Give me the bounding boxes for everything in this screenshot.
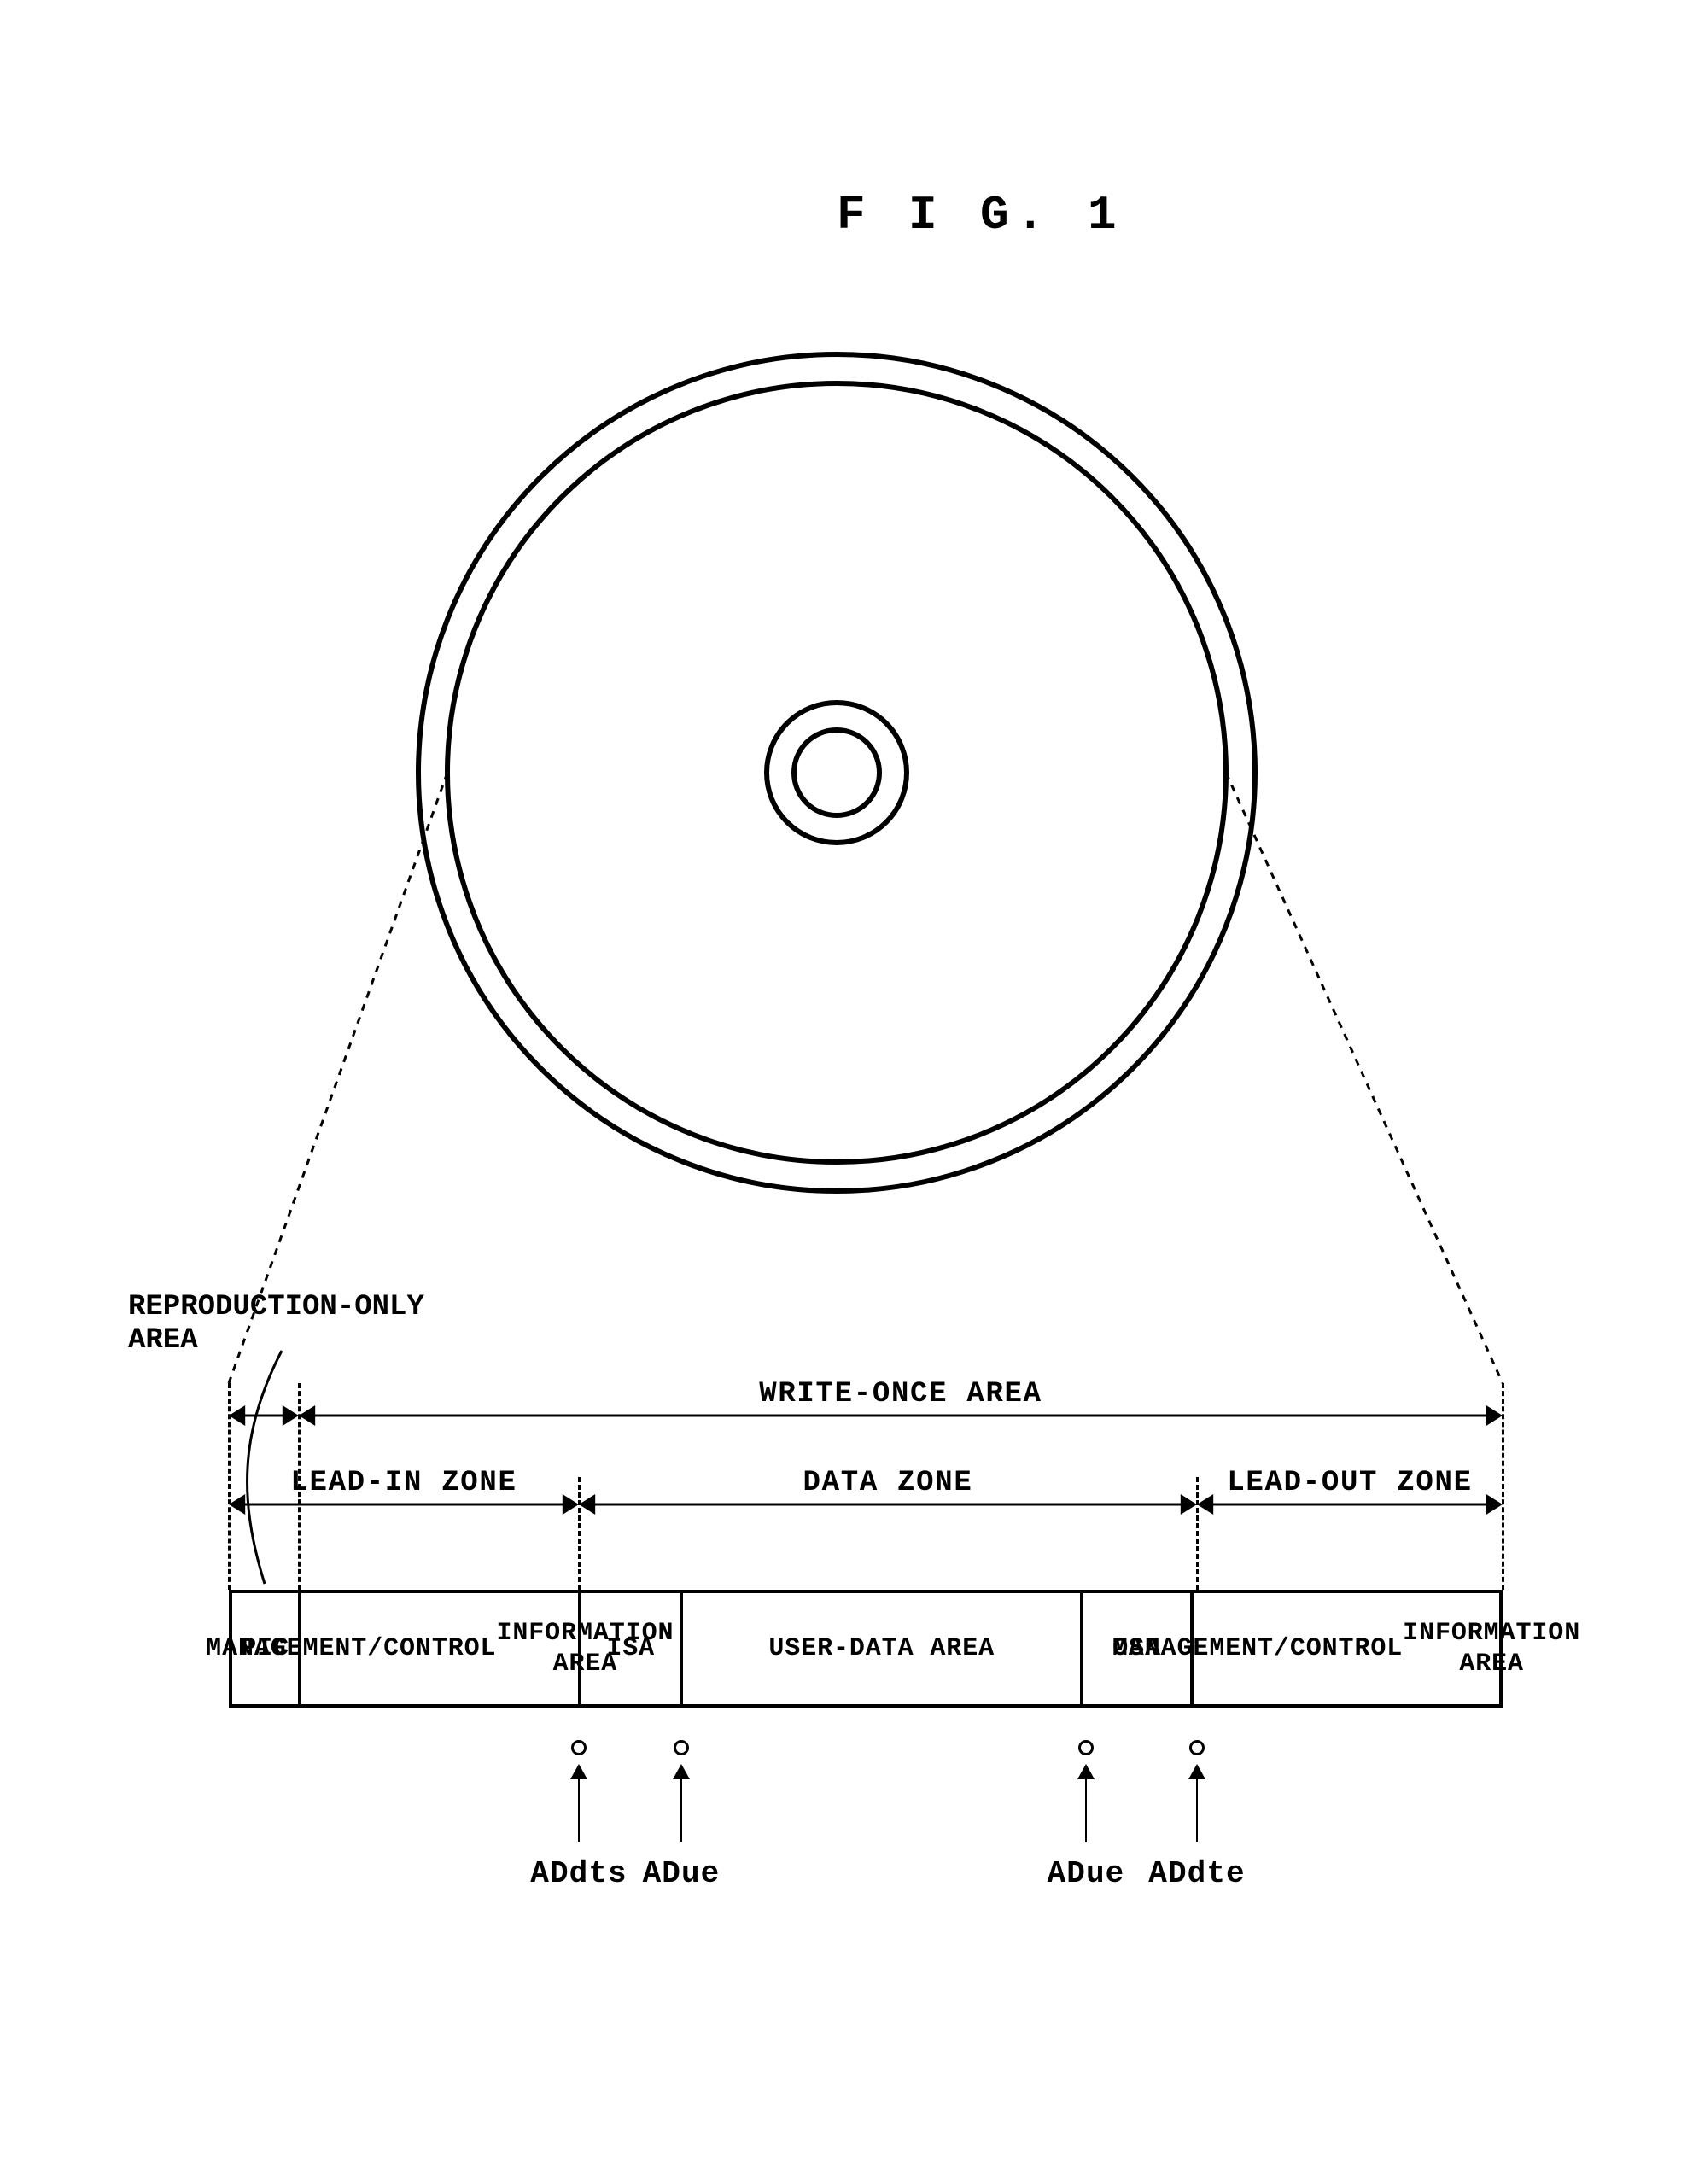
figure-container: F I G. 1 REPRODUCTION-ONLY AREA WRITE-ON…	[0, 0, 1687, 2184]
layout-cell: MANAGEMENT/CONTROLINFORMATION AREA	[1194, 1593, 1499, 1704]
address-arrow	[578, 1766, 580, 1842]
layout-cell-line: USER-DATA AREA	[768, 1633, 995, 1664]
address-label: ADdte	[1120, 1856, 1274, 1891]
address-arrow	[680, 1766, 682, 1842]
address-marker	[571, 1740, 587, 1755]
disc-layout-table: PICMANAGEMENT/CONTROLINFORMATION AREAISA…	[229, 1590, 1503, 1708]
reproduction-only-label: REPRODUCTION-ONLY AREA	[128, 1291, 424, 1358]
layout-cell-line: ISA	[606, 1633, 655, 1664]
dashed-guide	[298, 1383, 301, 1590]
dashed-guide	[1196, 1477, 1199, 1590]
zone-label: LEAD-OUT ZONE	[1179, 1467, 1521, 1499]
layout-cell-line: MANAGEMENT/CONTROL	[1112, 1633, 1403, 1664]
address-marker	[674, 1740, 689, 1755]
dashed-guide	[228, 1383, 231, 1590]
address-marker	[1078, 1740, 1094, 1755]
zone-label: DATA ZONE	[717, 1467, 1059, 1499]
address-label: ADue	[604, 1856, 758, 1891]
address-arrow	[1196, 1766, 1198, 1842]
layout-cell: MANAGEMENT/CONTROLINFORMATION AREA	[301, 1593, 581, 1704]
layout-cell-line: INFORMATION AREA	[1403, 1618, 1580, 1679]
layout-cell: ISA	[581, 1593, 683, 1704]
zone-label: LEAD-IN ZONE	[233, 1467, 575, 1499]
address-marker	[1189, 1740, 1205, 1755]
dashed-guide	[1502, 1383, 1504, 1590]
dashed-guide	[578, 1477, 581, 1590]
figure-title: F I G. 1	[837, 188, 1124, 242]
reproduction-only-line2: AREA	[128, 1324, 198, 1357]
reproduction-only-line1: REPRODUCTION-ONLY	[128, 1291, 424, 1323]
layout-cell: USER-DATA AREA	[683, 1593, 1083, 1704]
address-arrow	[1085, 1766, 1087, 1842]
layout-cell-line: MANAGEMENT/CONTROL	[206, 1633, 496, 1664]
zone-label: WRITE-ONCE AREA	[730, 1378, 1071, 1410]
disc-diagram	[384, 320, 1289, 1225]
